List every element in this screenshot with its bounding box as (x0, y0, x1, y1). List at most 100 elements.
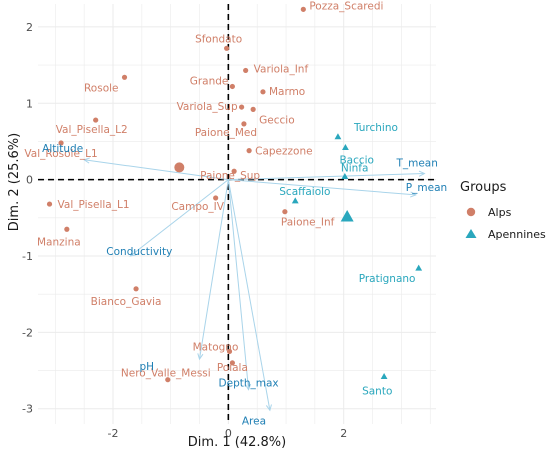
y-tick-label: -3 (22, 403, 33, 416)
point-label: Bianco_Gavia (91, 296, 162, 308)
point-label: Sfondato (195, 33, 242, 45)
point-label: Grande (190, 75, 229, 87)
point-alps (165, 377, 171, 383)
y-tick-label: -2 (22, 326, 33, 339)
variable-arrow (227, 179, 250, 390)
variable-label: T_mean (395, 158, 437, 170)
point-alps (64, 226, 70, 232)
x-tick-label: 2 (340, 427, 347, 440)
point-label: Variola_Inf (254, 63, 309, 75)
point-alps (300, 6, 306, 12)
point-apennines (334, 133, 342, 140)
point-label: Paione_Med (195, 127, 257, 139)
point-alps (231, 168, 237, 174)
y-tick-label: 1 (26, 97, 33, 110)
legend-key-apennines (465, 229, 477, 238)
point-label: Rosole (84, 82, 119, 94)
point-label: Poiala (217, 362, 248, 374)
legend: Groups Alps Apennines (460, 180, 546, 241)
point-alps (250, 106, 256, 112)
variable-arrow (199, 179, 229, 360)
variable-arrow (228, 179, 416, 196)
variable-arrow (129, 179, 229, 257)
observation-points (46, 6, 423, 383)
point-label: Paione_Inf (281, 217, 335, 229)
point-label: Val_Pisella_L1 (58, 199, 130, 211)
grid (38, 4, 436, 424)
point-label: Santo (362, 386, 392, 398)
point-label: Scaffaiolo (279, 186, 330, 198)
legend-label-apennines: Apennines (488, 228, 546, 241)
variable-arrow-head (410, 191, 417, 198)
point-label: Pratignano (359, 273, 416, 285)
point-alps (229, 83, 235, 90)
point-alps (241, 121, 247, 127)
variable-label: Depth_max (219, 378, 279, 390)
point-alps (260, 89, 266, 95)
point-alps (121, 74, 128, 80)
point-label: Marmo (269, 86, 305, 98)
variable-arrow (227, 179, 271, 411)
x-tick-label: -2 (108, 427, 119, 440)
x-axis-title: Dim. 1 (42.8%) (188, 435, 286, 450)
zero-lines (38, 4, 436, 424)
point-label: Val_Rosole_L1 (24, 148, 97, 160)
point-label: Nero_Valle_Messi (121, 368, 211, 380)
point-label: Baccio (339, 155, 374, 167)
point-alps (224, 45, 230, 51)
point-label: Variola_Sup (177, 101, 238, 113)
variable-arrow (84, 159, 229, 181)
variable-arrow-head (418, 170, 426, 177)
variable-label: Altitude (42, 143, 83, 155)
point-alps (239, 104, 245, 110)
point-alps (229, 360, 235, 366)
point-apennines (415, 264, 423, 271)
point-label: Pozza_Scaredi (309, 0, 383, 12)
point-label: Manzina (37, 236, 81, 248)
point-apennines (341, 172, 349, 179)
point-labels: Pozza_Scaredi Sfondato Variola_Inf Rosole Gr… (24, 0, 447, 427)
variable-label: Area (242, 415, 266, 427)
variable-label: pH (140, 361, 155, 373)
y-tick-label: 0 (26, 174, 33, 187)
legend-title: Groups (460, 180, 507, 195)
point-label: Campo_IV (171, 201, 224, 213)
variable-arrows (83, 157, 426, 412)
point-apennines (380, 373, 388, 380)
point-alps (213, 195, 219, 201)
point-alps (226, 348, 233, 355)
variable-arrow-head (197, 353, 204, 361)
point-apennines (291, 197, 299, 204)
point-alps (133, 286, 139, 292)
centroid-alps (174, 162, 185, 173)
y-axis-title: Dim. 2 (25.6%) (7, 133, 22, 231)
point-label: Paione_Sup (200, 170, 260, 182)
variable-arrow-head (83, 157, 91, 164)
variable-label: Conductivity (106, 246, 172, 258)
variable-arrow (228, 173, 425, 181)
y-tick-label: 2 (26, 21, 33, 34)
variable-arrow-head (129, 250, 137, 257)
point-apennines (342, 143, 349, 150)
point-label: Turchino (353, 122, 398, 134)
point-alps (243, 67, 249, 74)
variable-arrow-head (244, 383, 252, 391)
axis-ticks: -2 0 2 -3 -2 -1 0 1 2 (22, 21, 347, 440)
point-alps (246, 148, 252, 154)
point-alps (93, 117, 99, 123)
point-alps (46, 201, 53, 207)
legend-key-alps (466, 207, 476, 217)
point-label: Geccio (259, 114, 294, 126)
centroid-apennines (340, 210, 354, 222)
point-label: Capezzone (255, 146, 312, 158)
point-label: Ninfa (341, 163, 369, 175)
variable-label: P_mean (406, 182, 447, 194)
point-alps (282, 209, 288, 215)
point-alps (58, 140, 64, 146)
point-label: Matogno (193, 341, 239, 353)
legend-label-alps: Alps (488, 206, 512, 219)
y-tick-label: -1 (22, 250, 33, 263)
variable-arrow-head (265, 404, 272, 412)
